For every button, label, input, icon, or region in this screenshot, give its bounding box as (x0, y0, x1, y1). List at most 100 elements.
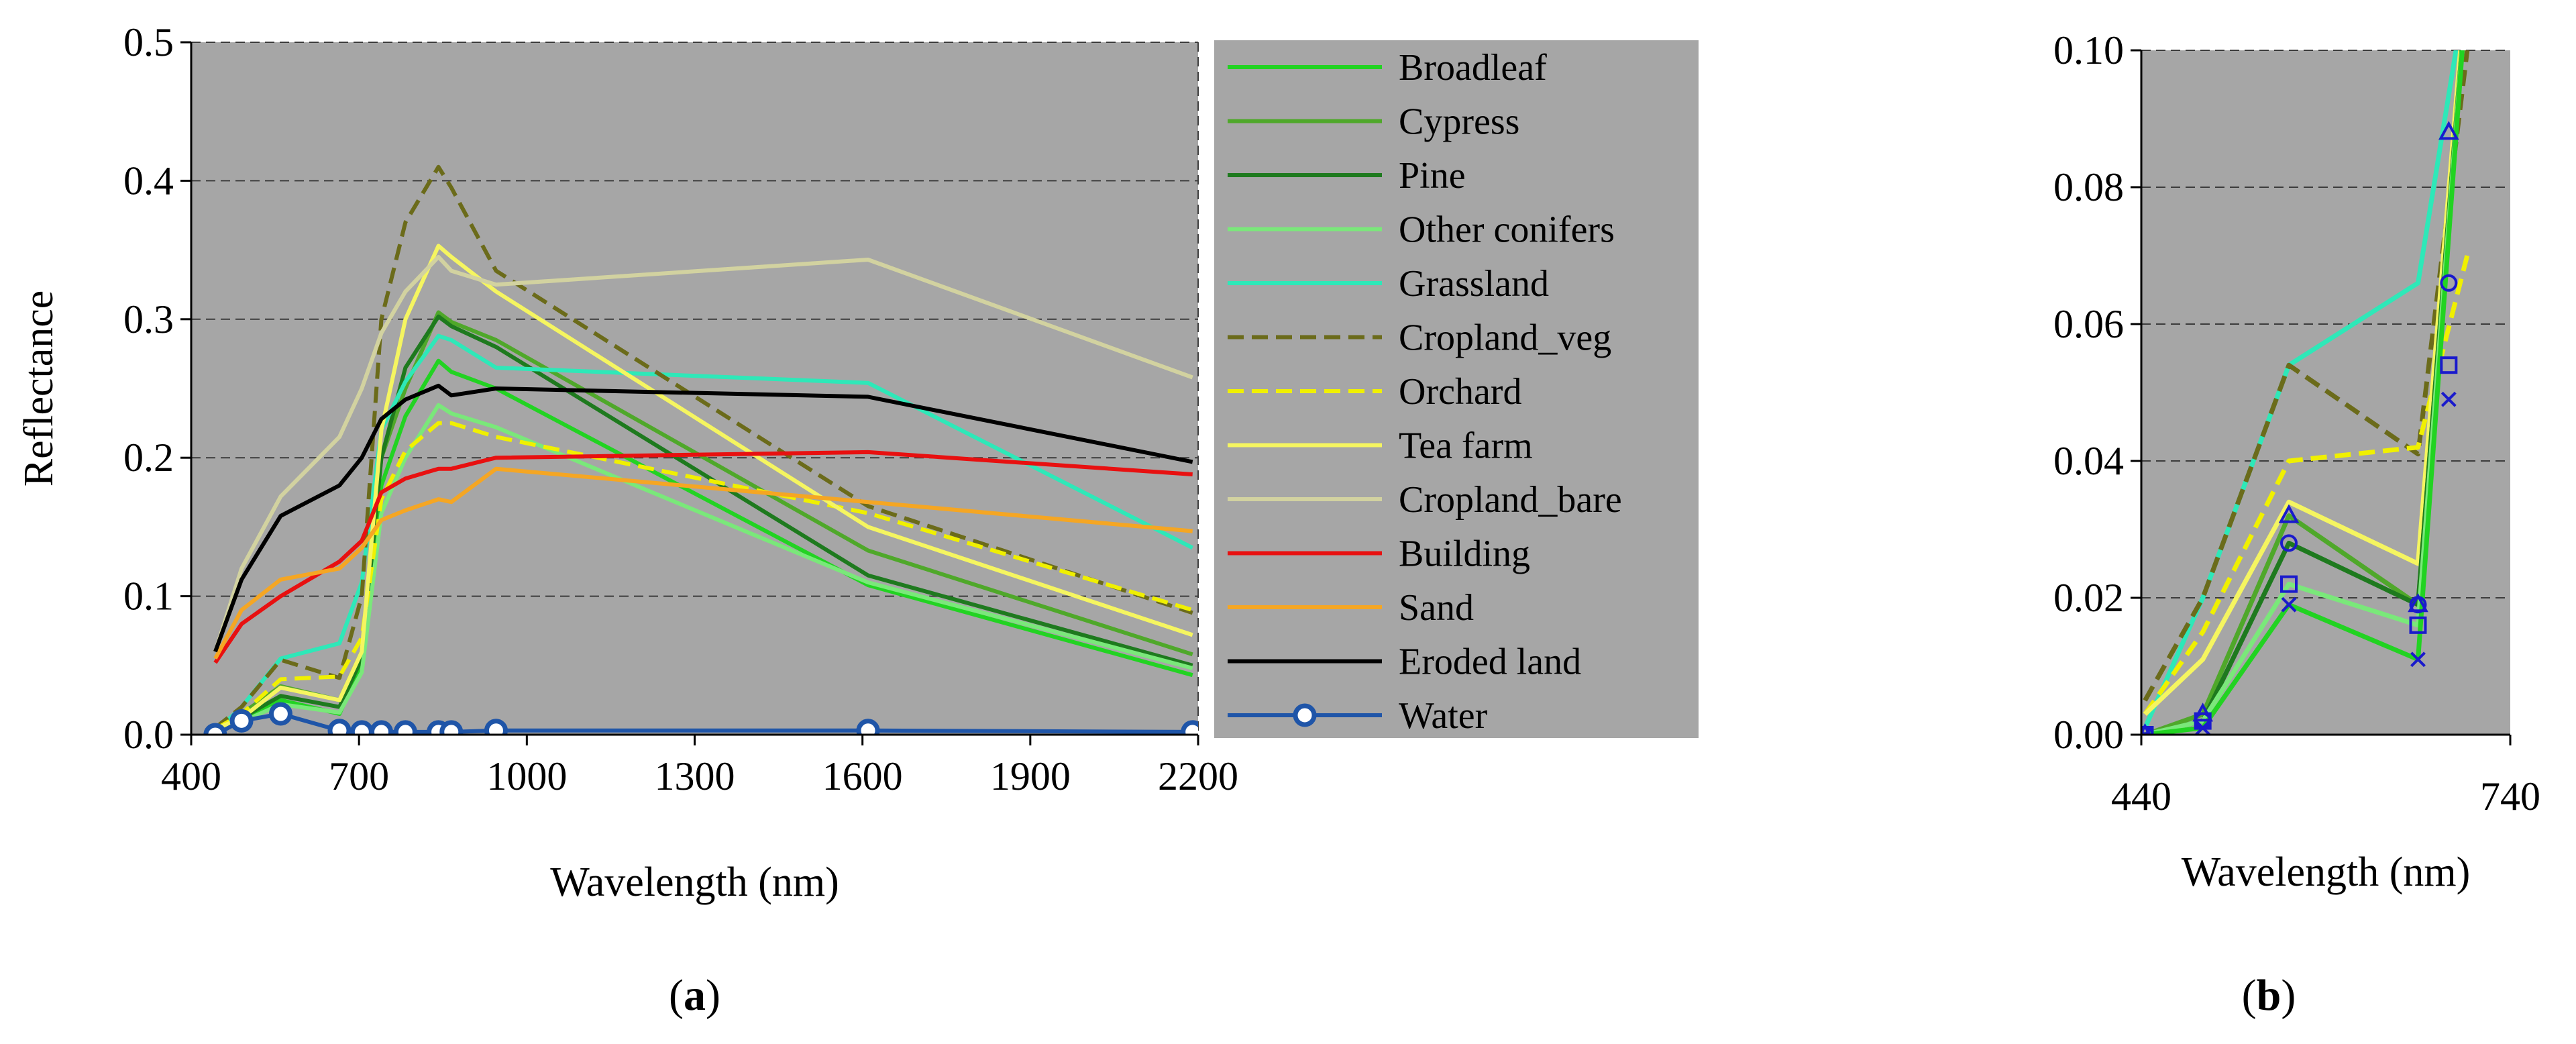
y-tick-label: 0.08 (2053, 165, 2124, 209)
y-tick-label: 0.2 (123, 435, 174, 480)
data-point (2410, 651, 2426, 668)
series-line-broadleaf (214, 358, 1193, 734)
data-point (2440, 356, 2458, 374)
data-point (393, 720, 417, 735)
y-tick-label: 0.1 (123, 574, 174, 619)
data-point (2438, 121, 2459, 140)
chart-panel-b: 0.00 0.02 0.04 0.06 0.08 0.10 440 740 Wavelengt… (2053, 28, 2540, 1020)
chart-panel-a: 0.0 0.1 0.2 0.3 0.4 0.5 400 700 1000 1300 1600 1900… (16, 20, 1238, 1020)
x-tick-label: 400 (161, 754, 221, 798)
y-tick-label: 0.00 (2053, 713, 2124, 757)
series-line-cropland-veg (2143, 50, 2470, 702)
x-tick-label: 700 (329, 754, 389, 798)
data-point (484, 719, 508, 735)
axes-a: 0.0 0.1 0.2 0.3 0.4 0.5 400 700 1000 1300 1600 1900… (123, 20, 1238, 798)
data-point (2440, 391, 2457, 407)
x-tick-label: 1300 (655, 754, 735, 798)
x-tick-label: 1600 (822, 754, 903, 798)
y-tick-label: 0.5 (123, 20, 174, 64)
data-point (327, 719, 352, 735)
y-axis-label-a: Reflectance (16, 291, 62, 487)
data-point (2141, 727, 2153, 735)
y-tick-label: 0.0 (123, 713, 174, 757)
legend-label: Cropland_veg (1399, 317, 1611, 359)
legend-label: Cropland_bare (1399, 479, 1622, 521)
legend-item: Cropland_veg (1228, 317, 1611, 359)
data-point (370, 720, 394, 735)
data-point (1181, 720, 1198, 735)
data-point (439, 720, 464, 735)
data-point (2281, 596, 2297, 613)
x-axis-label-a: Wavelength (nm) (550, 859, 839, 905)
legend-item: Grassland (1228, 263, 1549, 305)
legend-item: Tea farm (1228, 425, 1533, 467)
legend-label: Grassland (1399, 263, 1549, 305)
legend-label: Orchard (1399, 371, 1521, 413)
series-line-eroded-land (213, 383, 1193, 653)
legend-label: Sand (1399, 587, 1474, 629)
series-line-cropland-bare (213, 254, 1193, 653)
data-point (268, 702, 292, 726)
legend-item: Water (1228, 695, 1488, 737)
legend-label: Eroded land (1399, 641, 1581, 683)
data-point (2280, 575, 2298, 593)
data-point (229, 709, 254, 733)
data-point (2278, 504, 2300, 523)
y-tick-label: 0.10 (2053, 28, 2124, 72)
data-point (2440, 274, 2458, 292)
legend-label: Building (1399, 533, 1530, 575)
legend-label: Other conifers (1399, 209, 1615, 251)
legend-marker (1293, 703, 1317, 727)
series-group-a (203, 164, 1198, 735)
y-tick-label: 0.3 (123, 297, 174, 342)
series-line-tea-farm (2143, 50, 2463, 716)
legend-label: Broadleaf (1399, 47, 1547, 89)
legend-label: Tea farm (1399, 425, 1533, 467)
legend-item: Orchard (1228, 371, 1521, 413)
data-point (2141, 726, 2154, 735)
x-tick-label: 440 (2111, 774, 2171, 819)
legend-item: Building (1228, 533, 1530, 575)
panel-label-a: (a) (669, 971, 720, 1020)
series-line-cropland-veg (214, 164, 1193, 730)
series-line-pine (214, 314, 1193, 733)
legend-item: Cropland_bare (1228, 479, 1622, 521)
legend-item: Sand (1228, 587, 1474, 629)
series-line-building (213, 450, 1193, 664)
x-tick-label: 740 (2480, 774, 2540, 819)
data-point (203, 723, 227, 735)
legend-label: Pine (1399, 155, 1466, 197)
x-tick-label: 1000 (486, 754, 567, 798)
legend-item: Other conifers (1228, 209, 1615, 251)
series-line-orchard (214, 421, 1193, 731)
panel-label-b: (b) (2242, 971, 2296, 1020)
data-point (2409, 616, 2427, 634)
series-line-sand (213, 466, 1193, 660)
data-point (2195, 720, 2211, 735)
legend-item: Pine (1228, 155, 1466, 197)
x-axis-label-b: Wavelength (nm) (2182, 849, 2471, 895)
data-point (2409, 596, 2427, 614)
data-point (2141, 723, 2151, 735)
data-point (856, 719, 880, 735)
legend-item: Broadleaf (1228, 47, 1547, 89)
axes-b: 0.00 0.02 0.04 0.06 0.08 0.10 440 740 (2053, 28, 2540, 819)
y-tick-label: 0.4 (123, 158, 174, 203)
legend-box (1214, 40, 1699, 738)
series-group-b (2141, 50, 2470, 735)
y-tick-label: 0.02 (2053, 576, 2124, 620)
series-line-tea-farm (214, 244, 1193, 731)
data-point (350, 720, 374, 735)
legend-label: Cypress (1399, 101, 1519, 143)
legend-item: Eroded land (1228, 641, 1581, 683)
legend-label: Water (1399, 695, 1488, 737)
data-point (2280, 534, 2298, 552)
gridlines-a (191, 42, 1199, 735)
x-tick-label: 2200 (1158, 754, 1238, 798)
y-tick-label: 0.06 (2053, 302, 2124, 346)
legend-item: Cypress (1228, 101, 1519, 143)
y-tick-label: 0.04 (2053, 439, 2124, 483)
x-tick-label: 1900 (990, 754, 1071, 798)
legend: Broadleaf Cypress Pine Other conifers Grassl… (1214, 40, 1699, 738)
